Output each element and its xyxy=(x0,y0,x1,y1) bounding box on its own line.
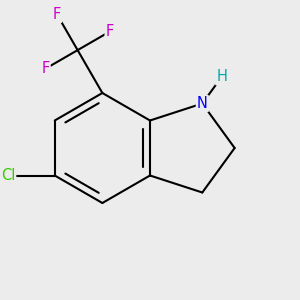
Text: H: H xyxy=(216,69,227,84)
Text: F: F xyxy=(106,24,114,39)
Text: F: F xyxy=(53,7,61,22)
Text: Cl: Cl xyxy=(1,168,15,183)
Text: F: F xyxy=(41,61,50,76)
Text: N: N xyxy=(197,96,208,111)
